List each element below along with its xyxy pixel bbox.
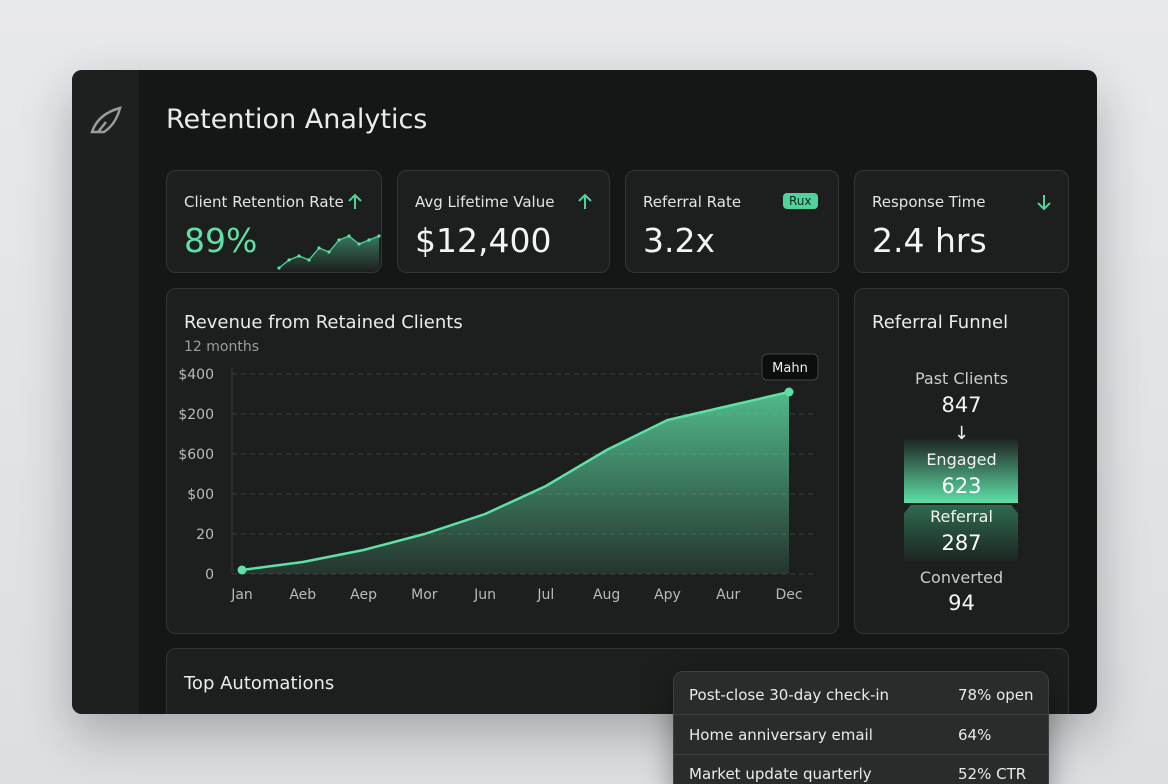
funnel-label: Engaged xyxy=(926,450,997,469)
kpi-label: Referral Rate xyxy=(643,193,742,211)
kpi-card: Response Time 2.4 hrs xyxy=(854,170,1069,273)
x-tick-label: Aur xyxy=(716,587,740,603)
data-point xyxy=(237,565,247,575)
sparkline xyxy=(277,234,381,272)
sparkline-dot xyxy=(337,238,341,242)
up-arrow xyxy=(348,193,362,209)
automation-metric: 52% CTR xyxy=(958,765,1027,783)
sparkline-dot xyxy=(297,254,301,258)
chart-title: Revenue from Retained Clients xyxy=(184,312,463,333)
revenue-chart: 0 20 $00 $600 $200 $400 Mahn Jan Aeb Aep Mor Jun Jul… xyxy=(178,353,819,603)
kpi-value: $12,400 xyxy=(415,221,552,260)
automation-metric: 78% open xyxy=(958,686,1034,704)
kpi-card: Avg Lifetime Value $12,400 xyxy=(397,170,610,273)
sidebar xyxy=(72,70,139,714)
kpi-value: 2.4 hrs xyxy=(872,221,987,260)
y-tick-label: $00 xyxy=(187,487,214,503)
funnel-arrow: ↓ xyxy=(953,423,970,444)
kpi-label: Client Retention Rate xyxy=(184,193,344,211)
x-tick-label: Dec xyxy=(775,587,802,603)
tooltip-text: Mahn xyxy=(772,361,808,376)
funnel-card: Referral Funnel Past Clients 847 ↓ Engag… xyxy=(854,288,1069,634)
automation-name[interactable]: Home anniversary email xyxy=(689,726,873,744)
kpi-value: 3.2x xyxy=(643,221,716,260)
funnel-engaged-bar xyxy=(904,437,1018,503)
sparkline-dot xyxy=(347,234,351,238)
sparkline-dot xyxy=(307,258,311,262)
x-tick-label: Mor xyxy=(411,587,438,603)
x-tick-label: Jan xyxy=(230,587,253,603)
funnel-label: Referral xyxy=(930,507,993,526)
funnel-referral-bar xyxy=(904,505,1018,561)
x-tick-label: Apy xyxy=(654,587,681,603)
row-divider xyxy=(674,714,1048,715)
kpi-label: Avg Lifetime Value xyxy=(415,193,555,211)
page-title: Retention Analytics xyxy=(166,104,428,135)
x-tick-label: Aeb xyxy=(289,587,316,603)
sparkline-dot xyxy=(367,238,371,242)
y-tick-label: 0 xyxy=(205,567,214,583)
funnel-value: 94 xyxy=(948,591,975,615)
badge: Rux xyxy=(783,193,818,209)
data-point xyxy=(784,387,794,397)
x-tick-label: Jun xyxy=(473,587,496,603)
sparkline-dot xyxy=(287,258,291,262)
funnel-label: Past Clients xyxy=(914,369,1009,388)
kpi-label: Response Time xyxy=(872,193,986,211)
kpi-card: Referral Rate Rux 3.2x xyxy=(625,170,839,273)
automation-name[interactable]: Market update quarterly xyxy=(689,765,872,783)
y-tick-label: $400 xyxy=(178,367,214,383)
row-divider xyxy=(674,754,1048,755)
tooltip-box xyxy=(761,353,819,381)
y-tick-label: $600 xyxy=(178,447,214,463)
app-window: Retention Analytics Client Retention Rat… xyxy=(72,70,1097,714)
sparkline-dot xyxy=(277,266,281,270)
area-fill xyxy=(242,392,789,574)
area-line xyxy=(241,390,790,572)
logo xyxy=(90,106,122,134)
x-tick-label: Aep xyxy=(350,587,377,603)
kpi-card: Client Retention Rate 89% xyxy=(166,170,382,273)
automations-popup: Post-close 30-day check-in 78% open Home… xyxy=(673,671,1049,784)
sparkline-dot xyxy=(317,246,321,250)
x-tick-label: Jul xyxy=(536,587,554,603)
chart-subtitle: 12 months xyxy=(184,339,259,355)
y-tick-label: $200 xyxy=(178,407,214,423)
x-tick-label: Aug xyxy=(593,587,620,603)
sparkline-dot xyxy=(357,242,361,246)
automation-name[interactable]: Post-close 30-day check-in xyxy=(689,686,890,704)
automation-metric: 64% xyxy=(958,726,992,744)
down-arrow xyxy=(1037,195,1051,211)
sparkline-dot xyxy=(377,234,381,238)
sparkline-dot xyxy=(327,250,331,254)
funnel-label: Converted xyxy=(919,568,1004,587)
funnel-value: 847 xyxy=(941,393,982,417)
funnel-title: Referral Funnel xyxy=(872,312,1009,333)
y-tick-label: 20 xyxy=(196,527,214,543)
automations-title: Top Automations xyxy=(184,673,335,694)
sparkline-area xyxy=(279,236,379,272)
funnel-value: 287 xyxy=(941,531,982,555)
kpi-value: 89% xyxy=(184,221,258,260)
funnel-value: 623 xyxy=(941,474,982,498)
up-arrow xyxy=(578,193,592,209)
